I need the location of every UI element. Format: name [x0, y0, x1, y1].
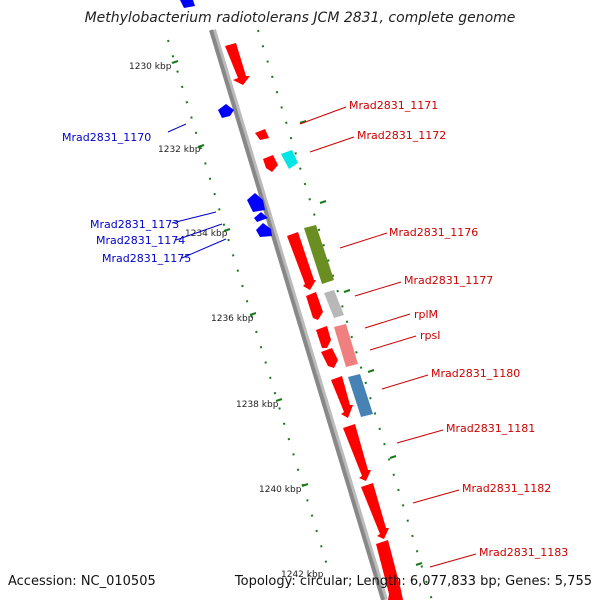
right-label-connector — [299, 106, 347, 125]
gene-arrow — [306, 292, 323, 320]
gene-arrow — [256, 223, 272, 237]
gene-arrow — [324, 290, 344, 318]
tick-mark — [301, 483, 309, 487]
gene-arrow — [321, 348, 338, 368]
gene-label-left: Mrad2831_1173 — [90, 218, 179, 231]
gene-arrow — [263, 155, 278, 172]
tick-mark — [275, 398, 283, 402]
left-label-connector — [171, 211, 217, 224]
gene-arrow — [254, 212, 268, 222]
tick-mark — [319, 200, 327, 204]
topology-text: Topology: circular; Length: 6,077,833 bp… — [234, 574, 592, 589]
tick-mark — [197, 144, 205, 148]
tick-mark — [299, 120, 307, 124]
left-label-connector — [175, 223, 223, 241]
gene-arrow — [247, 193, 265, 212]
tick-label: 1236 kbp — [211, 314, 254, 324]
gene-label-right: Mrad2831_1183 — [479, 546, 568, 559]
gene-arrow — [304, 225, 334, 284]
tick-mark — [415, 562, 423, 566]
gene-label-right: Mrad2831_1177 — [404, 274, 493, 287]
tick-mark — [389, 455, 397, 459]
left-label-connector — [181, 238, 227, 259]
tick-label: 1234 kbp — [185, 229, 228, 239]
right-label-connector — [364, 313, 411, 329]
tick-mark — [249, 312, 257, 316]
accession-text: Accession: NC_010505 — [8, 574, 156, 589]
gene-arrow — [281, 150, 298, 169]
right-label-connector — [354, 281, 402, 297]
tick-label: 1240 kbp — [259, 485, 302, 495]
gene-arrow — [361, 483, 389, 539]
gene-label-right: Mrad2831_1172 — [357, 129, 446, 142]
gene-arrow — [255, 129, 269, 140]
right-label-connector — [412, 489, 460, 504]
tick-mark — [171, 60, 179, 64]
tick-mark — [223, 228, 231, 232]
gene-label-left: Mrad2831_1170 — [62, 131, 151, 144]
right-dotted-track — [257, 29, 433, 600]
genome-backbone — [209, 29, 385, 600]
gene-arrow — [225, 43, 250, 85]
gene-arrow — [331, 376, 353, 418]
right-label-connector — [381, 374, 429, 390]
gene-arrow — [343, 424, 371, 481]
gene-arrow — [348, 374, 373, 417]
gene-arrow — [316, 326, 331, 348]
right-label-connector — [339, 232, 388, 249]
right-label-connector — [396, 429, 444, 444]
gene-label-left: Mrad2831_1174 — [96, 234, 185, 247]
tick-marks — [171, 60, 423, 566]
tick-label: 1238 kbp — [236, 400, 279, 410]
right-label-connector — [429, 553, 477, 568]
tick-label: 1232 kbp — [158, 145, 201, 155]
gene-label-right: rplM — [414, 308, 438, 321]
gene-label-right: Mrad2831_1180 — [431, 367, 520, 380]
tick-label: 1230 kbp — [129, 62, 172, 72]
gene-label-right: Mrad2831_1181 — [446, 422, 535, 435]
gene-label-right: Mrad2831_1182 — [462, 482, 551, 495]
gene-label-right: rpsI — [420, 329, 440, 342]
gene-label-right: Mrad2831_1171 — [349, 99, 438, 112]
gene-arrow — [180, 0, 195, 8]
gene-arrow — [376, 540, 403, 600]
tick-mark — [367, 369, 375, 373]
gene-arrow — [287, 232, 316, 290]
tick-mark — [343, 289, 351, 293]
right-label-connector — [369, 335, 417, 351]
gene-arrow — [334, 324, 358, 367]
gene-label-left: Mrad2831_1175 — [102, 252, 191, 265]
genome-title: Methylobacterium radiotolerans JCM 2831,… — [84, 10, 516, 26]
tick-label: 1242 kbp — [281, 570, 324, 580]
gene-label-right: Mrad2831_1176 — [389, 226, 478, 239]
left-label-connector — [167, 123, 187, 133]
gene-arrow — [218, 104, 234, 118]
right-label-connector — [309, 136, 355, 153]
